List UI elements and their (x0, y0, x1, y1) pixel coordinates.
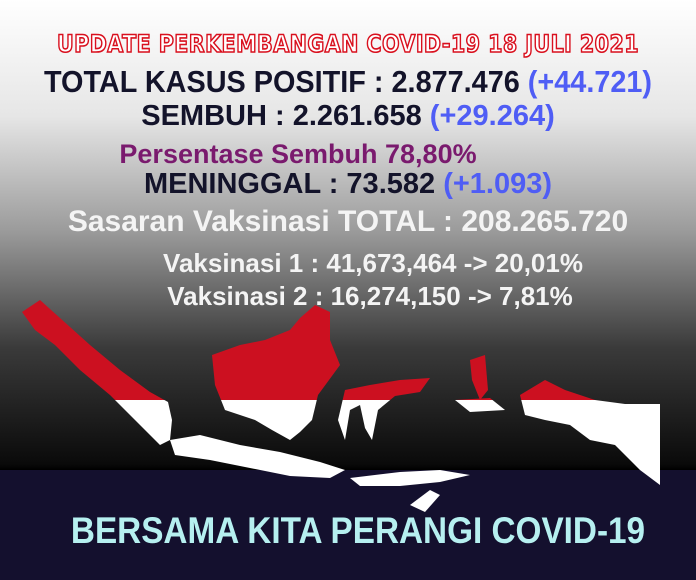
deaths-delta: (+1.093) (443, 168, 553, 200)
recovered-delta: (+29.264) (429, 100, 555, 132)
island-nusa-tenggara (350, 470, 470, 486)
recovered: SEMBUH : 2.261.658 (+29.264) (0, 100, 696, 133)
positive-cases: TOTAL KASUS POSITIF : 2.877.476 (+44.721… (24, 64, 671, 100)
page-title: UPDATE PERKEMBANGAN COVID-19 18 JULI 202… (56, 29, 640, 59)
vaccination-dose-1: Vaksinasi 1 : 41,673,464 -> 20,01% (163, 248, 583, 278)
island-halmahera (455, 398, 505, 412)
island-papua (520, 380, 660, 485)
island-timor (410, 490, 440, 512)
island-borneo (212, 305, 340, 440)
positive-cases-label: TOTAL KASUS POSITIF : 2.877.476 (43, 64, 520, 99)
vaccination-dose-2: Vaksinasi 2 : 16,274,150 -> 7,81% (167, 281, 573, 311)
island-sumatra (22, 300, 172, 445)
footer-band (0, 470, 696, 580)
slogan: BERSAMA KITA PERANGI COVID-19 (70, 510, 646, 551)
positive-cases-delta: (+44.721) (527, 64, 653, 99)
recovery-rate: Persentase Sembuh 78,80% (119, 139, 477, 169)
island-maluku (470, 355, 488, 400)
deaths-label: MENINGGAL : 73.582 (143, 168, 436, 200)
deaths: MENINGGAL : 73.582 (+1.093) (0, 168, 696, 201)
recovered-label: SEMBUH : 2.261.658 (141, 100, 422, 132)
island-java (170, 435, 345, 478)
island-sulawesi (338, 378, 430, 440)
vaccination-target: Sasaran Vaksinasi TOTAL : 208.265.720 (67, 205, 629, 238)
